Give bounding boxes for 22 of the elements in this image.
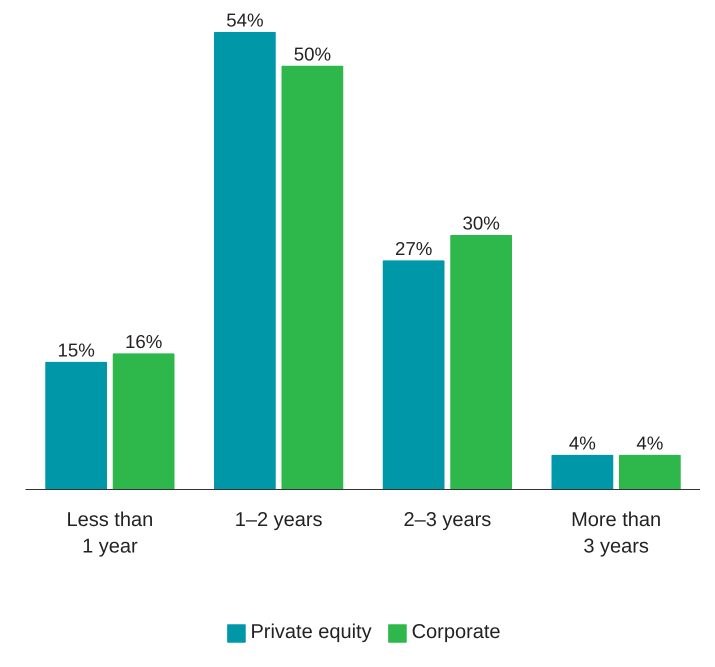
data-label: 50% <box>294 43 332 64</box>
bar <box>214 32 276 490</box>
bar <box>45 362 107 490</box>
x-tick-label: More than 3 years <box>571 509 662 558</box>
data-label: 15% <box>57 339 95 360</box>
data-label: 54% <box>226 9 264 30</box>
legend-label: Private equity <box>250 621 372 644</box>
bar <box>619 454 681 490</box>
bar <box>112 353 174 490</box>
x-tick-label: 2–3 years <box>403 509 492 532</box>
bar <box>382 260 444 490</box>
data-label: 16% <box>124 330 162 352</box>
x-tick-label: 1–2 years <box>234 509 323 532</box>
bar <box>552 454 614 490</box>
data-label: 4% <box>636 432 664 454</box>
data-label: 30% <box>462 212 500 234</box>
bar <box>450 234 512 490</box>
bar <box>282 66 344 490</box>
data-label: 27% <box>394 238 432 259</box>
legend-label: Corporate <box>412 621 501 644</box>
x-tick-label: Less than 1 year <box>66 509 154 558</box>
data-label: 4% <box>568 432 596 454</box>
